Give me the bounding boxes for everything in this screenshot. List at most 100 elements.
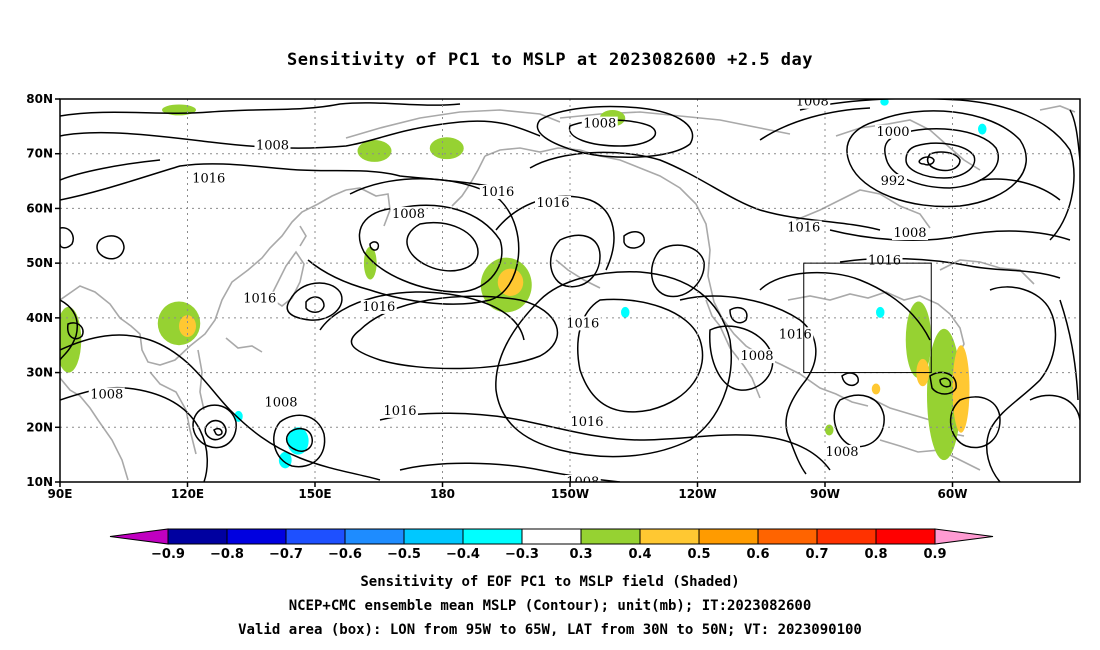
colorbar-tick-label: −0.3 [505, 547, 539, 562]
colorbar-tick-label: −0.5 [387, 547, 421, 562]
contour-label: 1008 [256, 139, 289, 154]
latitude-tick-label: 80N [26, 92, 53, 106]
contour-label-background [581, 116, 618, 131]
colorbar-swatch [403, 528, 464, 545]
longitude-tick-label: 120W [678, 487, 716, 501]
longitude-tick-label: 180 [430, 487, 455, 501]
valid-area-box [803, 262, 932, 374]
latitude-tick-label: 60N [26, 201, 53, 215]
contour-label: 1016 [192, 171, 225, 186]
contour-label: 1016 [868, 253, 901, 268]
colorbar-tick-label: 0.5 [687, 547, 710, 562]
contour-label-background [879, 174, 907, 189]
positive-sensitivity-region [179, 315, 196, 338]
contour-label: 1008 [392, 207, 425, 222]
latitude-tick-label: 10N [26, 475, 53, 489]
longitude-tick-label: 120E [171, 487, 204, 501]
contour-label: 1008 [740, 349, 773, 364]
longitude-tick-label: 90W [810, 487, 840, 501]
negative-sensitivity-region [880, 99, 889, 106]
coastlines [60, 105, 1076, 481]
negative-sensitivity-region [978, 123, 987, 135]
contour-label-background [564, 316, 601, 331]
contour-label: 1016 [243, 292, 276, 307]
footer-line-3: Valid area (box): LON from 95W to 65W, L… [238, 622, 862, 638]
figure-title: Sensitivity of PC1 to MSLP at 2023082600… [286, 50, 813, 70]
longitude-tick-label: 90E [48, 487, 73, 501]
contour-label-background [875, 124, 911, 139]
colorbar-swatch [285, 528, 346, 545]
contour-label: 1008 [566, 475, 599, 490]
contour-label: 1016 [536, 196, 569, 211]
contour-label: 1008 [796, 95, 829, 110]
contour-label: 1016 [362, 300, 395, 315]
latitude-tick-label: 50N [26, 256, 53, 270]
longitude-tick-label: 60W [938, 487, 968, 501]
negative-sensitivity-region [234, 410, 243, 422]
colorbar [109, 528, 994, 545]
longitude-tick-label: 150W [551, 487, 589, 501]
contour-label-background [88, 387, 125, 402]
contour-label-background [569, 414, 605, 429]
colorbar-swatch [639, 528, 700, 545]
contour-label: 1016 [566, 316, 599, 331]
contour-label-background [866, 253, 903, 268]
latitude-axis: 80N 70N 60N 50N 40N 30N 20N 10N [26, 92, 60, 489]
colorbar-tick-label: −0.9 [151, 547, 185, 562]
contour-label-background [382, 403, 418, 418]
contour-label: 1000 [876, 125, 909, 140]
colorbar-swatch [698, 528, 759, 545]
longitude-axis: 90E 120E 150E 180 150W 120W 90W 60W [48, 482, 968, 501]
contour-label: 1016 [570, 415, 603, 430]
contour-label: 992 [881, 174, 906, 189]
contour-label: 1008 [90, 387, 123, 402]
contour-label: 1016 [787, 221, 820, 236]
positive-sensitivity-region [952, 345, 970, 433]
footer-line-1: Sensitivity of EOF PC1 to MSLP field (Sh… [360, 574, 740, 590]
contour-label: 1016 [779, 327, 812, 342]
contour-label: 1008 [893, 226, 926, 241]
contour-label-background [390, 206, 427, 221]
colorbar-tick-label: 0.4 [628, 547, 651, 562]
colorbar-swatch [816, 528, 877, 545]
map-area: 1016 1008 1008 1008 1000 992 1016 1008 1016 1016 1… [60, 95, 1080, 490]
colorbar-tick-label: −0.6 [328, 547, 362, 562]
negative-sensitivity-region [621, 306, 630, 318]
contour-label-background [190, 171, 227, 186]
positive-sensitivity-region [357, 140, 392, 162]
colorbar-swatch [226, 528, 287, 545]
latitude-tick-label: 70N [26, 147, 53, 161]
mslp-contours [60, 99, 1080, 482]
contour-label-background [564, 475, 601, 482]
latitude-tick-label: 20N [26, 420, 53, 434]
colorbar-swatch [521, 528, 582, 545]
contour-label-background [785, 220, 822, 235]
positive-sensitivity-region [429, 137, 464, 160]
colorbar-tick-label: 0.3 [569, 547, 592, 562]
colorbar-tick-label: −0.8 [210, 547, 244, 562]
colorbar-swatch [875, 528, 936, 545]
contour-label-background [263, 395, 299, 410]
contour-label-background [824, 444, 860, 459]
negative-sensitivity-region [876, 306, 885, 318]
contour-label-background [254, 138, 291, 153]
sensitivity-shading [60, 99, 987, 469]
colorbar-swatch [344, 528, 405, 545]
longitude-tick-label: 150E [298, 487, 331, 501]
footer-line-2: NCEP+CMC ensemble mean MSLP (Contour); u… [288, 598, 812, 614]
contour-label: 1008 [825, 445, 858, 460]
contour-label: 1016 [481, 185, 514, 200]
colorbar-min-arrow [109, 528, 169, 545]
colorbar-tick-label: −0.7 [269, 547, 303, 562]
latitude-tick-label: 30N [26, 366, 53, 380]
positive-sensitivity-region [871, 383, 881, 395]
positive-sensitivity-region [905, 301, 932, 379]
colorbar-swatch [167, 528, 228, 545]
contour-label: 1016 [383, 404, 416, 419]
contour-label-background [739, 349, 775, 364]
contour-label: 1008 [583, 117, 616, 132]
colorbar-tick-label: 0.7 [805, 547, 828, 562]
colorbar-swatch [757, 528, 818, 545]
contour-label-background [479, 185, 516, 200]
